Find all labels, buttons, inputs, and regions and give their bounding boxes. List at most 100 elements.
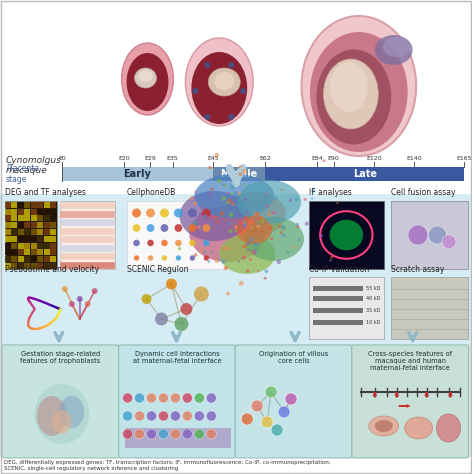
- Circle shape: [246, 249, 249, 251]
- Circle shape: [204, 114, 210, 120]
- Circle shape: [202, 209, 211, 218]
- Ellipse shape: [138, 70, 153, 82]
- Circle shape: [408, 225, 428, 245]
- Circle shape: [238, 261, 240, 263]
- Circle shape: [123, 429, 133, 439]
- Circle shape: [147, 240, 154, 246]
- Circle shape: [239, 281, 244, 286]
- Bar: [5, 209, 11, 215]
- Circle shape: [208, 260, 210, 263]
- Bar: [313, 296, 363, 301]
- Text: SCENIC Regulon: SCENIC Regulon: [127, 265, 188, 274]
- Ellipse shape: [236, 216, 272, 244]
- Circle shape: [243, 220, 246, 224]
- Circle shape: [123, 411, 133, 421]
- Circle shape: [278, 225, 281, 228]
- Circle shape: [270, 237, 273, 240]
- Bar: [44, 236, 50, 242]
- FancyArrow shape: [372, 392, 377, 398]
- Bar: [31, 222, 37, 228]
- Ellipse shape: [437, 414, 460, 442]
- Circle shape: [281, 225, 286, 230]
- Circle shape: [229, 212, 233, 217]
- Circle shape: [311, 189, 315, 193]
- Circle shape: [194, 191, 197, 193]
- Bar: [60, 219, 115, 227]
- Circle shape: [174, 209, 183, 218]
- Circle shape: [132, 209, 141, 218]
- Circle shape: [329, 259, 332, 262]
- Circle shape: [202, 224, 210, 232]
- Text: IF analyses: IF analyses: [309, 188, 352, 197]
- Circle shape: [295, 223, 299, 227]
- Bar: [25, 215, 30, 221]
- Circle shape: [251, 400, 263, 412]
- Bar: [391, 201, 468, 269]
- Circle shape: [162, 255, 167, 261]
- Text: Cross-species features of
macaque and human
maternal-fetal interface: Cross-species features of macaque and hu…: [368, 351, 452, 371]
- Circle shape: [189, 224, 196, 232]
- Circle shape: [442, 235, 456, 249]
- Ellipse shape: [369, 416, 399, 436]
- Bar: [44, 249, 50, 255]
- Bar: [18, 256, 24, 262]
- Circle shape: [224, 266, 228, 270]
- Text: Gestation stage-related
features of trophoblasts: Gestation stage-related features of trop…: [20, 351, 100, 364]
- Ellipse shape: [191, 52, 247, 124]
- Circle shape: [252, 249, 257, 254]
- Circle shape: [230, 192, 233, 195]
- Circle shape: [201, 206, 205, 211]
- Circle shape: [250, 226, 253, 229]
- Circle shape: [194, 286, 209, 301]
- Text: Scratch assay: Scratch assay: [391, 265, 444, 274]
- Circle shape: [428, 226, 447, 244]
- Text: Cynomolgus
macaque: Cynomolgus macaque: [6, 156, 62, 175]
- Bar: [50, 209, 56, 215]
- Circle shape: [189, 240, 196, 246]
- Circle shape: [224, 246, 228, 251]
- FancyArrow shape: [399, 404, 410, 408]
- Bar: [60, 202, 115, 210]
- Text: E120: E120: [366, 156, 382, 161]
- Circle shape: [146, 224, 155, 232]
- Bar: [125, 428, 231, 448]
- Bar: [11, 263, 18, 269]
- Circle shape: [228, 114, 234, 120]
- Circle shape: [289, 199, 292, 202]
- Circle shape: [190, 196, 193, 200]
- Ellipse shape: [375, 420, 393, 432]
- Text: Late: Late: [353, 169, 377, 179]
- Bar: [309, 201, 384, 269]
- Bar: [18, 222, 24, 228]
- FancyBboxPatch shape: [2, 345, 118, 458]
- Circle shape: [210, 216, 213, 219]
- Bar: [391, 277, 468, 339]
- Circle shape: [158, 429, 168, 439]
- Text: Placenta
stage: Placenta stage: [6, 164, 39, 184]
- Circle shape: [77, 296, 83, 302]
- Circle shape: [91, 288, 98, 294]
- Bar: [25, 243, 30, 248]
- Bar: [5, 236, 11, 242]
- Circle shape: [142, 294, 152, 304]
- Bar: [5, 201, 57, 269]
- Text: Origination of villous
core cells: Origination of villous core cells: [259, 351, 328, 364]
- Ellipse shape: [301, 16, 416, 156]
- Bar: [5, 243, 11, 248]
- Circle shape: [247, 241, 250, 245]
- Ellipse shape: [180, 191, 249, 241]
- Text: E84: E84: [311, 156, 323, 161]
- Circle shape: [148, 255, 153, 261]
- Circle shape: [146, 209, 155, 218]
- Circle shape: [293, 246, 295, 249]
- Circle shape: [158, 411, 168, 421]
- Circle shape: [214, 216, 217, 219]
- Bar: [18, 215, 24, 221]
- Circle shape: [62, 286, 68, 292]
- Circle shape: [228, 229, 232, 233]
- Text: 10 kD: 10 kD: [366, 320, 381, 325]
- Circle shape: [210, 223, 212, 225]
- Ellipse shape: [214, 72, 234, 90]
- Ellipse shape: [329, 219, 363, 250]
- Bar: [50, 263, 56, 269]
